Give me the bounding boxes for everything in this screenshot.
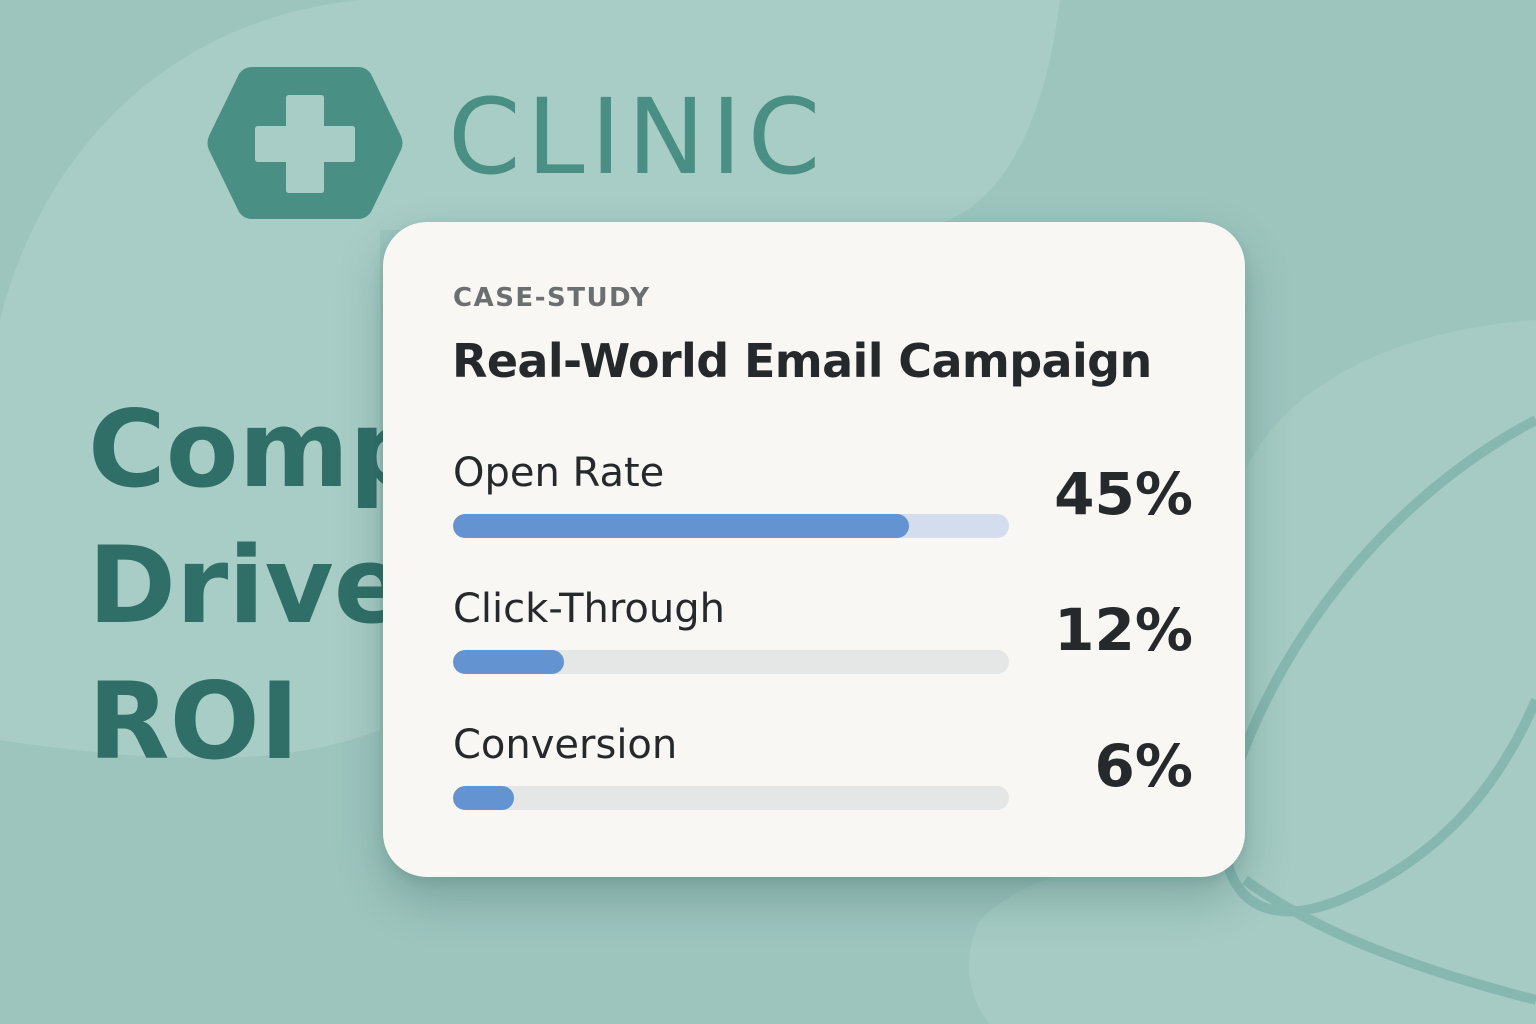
medical-cross-icon	[207, 67, 403, 219]
metric-conversion: Conversion 6%	[453, 722, 1193, 832]
progress-track	[453, 786, 1009, 810]
progress-track	[453, 650, 1009, 674]
metric-value: 45%	[1054, 460, 1193, 528]
metric-open-rate: Open Rate 45%	[453, 450, 1193, 560]
clinic-logo: CLINIC	[204, 63, 820, 223]
metric-value: 6%	[1094, 732, 1193, 800]
headline-line-2: Drive	[88, 524, 406, 647]
metric-click-through: Click-Through 12%	[453, 586, 1193, 696]
card-title: Real-World Email Campaign	[452, 334, 1152, 388]
card-eyebrow: CASE-STUDY	[453, 283, 651, 313]
progress-track	[453, 514, 1009, 538]
progress-fill	[453, 650, 565, 674]
headline-line-1: Comp	[88, 388, 425, 511]
progress-fill	[453, 786, 515, 810]
headline: Comp Drive ROI	[88, 382, 425, 790]
brand-name: CLINIC	[448, 76, 827, 198]
metric-label: Open Rate	[453, 450, 665, 496]
metric-label: Conversion	[453, 722, 678, 768]
metric-value: 12%	[1054, 596, 1193, 664]
headline-line-3: ROI	[88, 660, 300, 783]
case-study-card: CASE-STUDY Real-World Email Campaign Ope…	[383, 222, 1245, 877]
metric-label: Click-Through	[453, 586, 725, 632]
background-blob-right	[969, 320, 1536, 1024]
progress-fill	[453, 514, 909, 538]
background-leaf-stem	[1242, 875, 1536, 1005]
